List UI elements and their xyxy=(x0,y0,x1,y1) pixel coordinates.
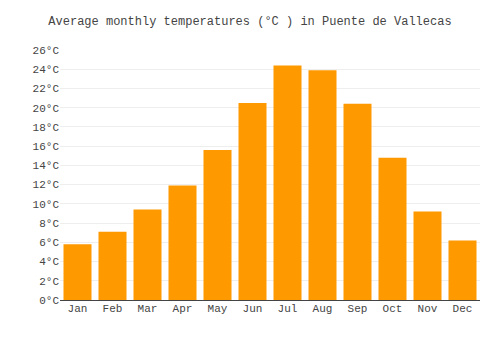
svg-text:Average monthly temperatures (: Average monthly temperatures (°C ) in Pu… xyxy=(48,15,451,29)
svg-text:May: May xyxy=(208,303,228,315)
svg-text:26°C: 26°C xyxy=(33,45,60,57)
svg-text:Sep: Sep xyxy=(348,303,368,315)
svg-text:8°C: 8°C xyxy=(39,218,59,230)
svg-text:Jul: Jul xyxy=(278,303,298,315)
svg-text:18°C: 18°C xyxy=(33,122,60,134)
svg-text:0°C: 0°C xyxy=(39,295,59,307)
svg-text:16°C: 16°C xyxy=(33,141,60,153)
svg-text:Apr: Apr xyxy=(173,303,193,315)
svg-text:14°C: 14°C xyxy=(33,160,60,172)
svg-text:Oct: Oct xyxy=(383,303,403,315)
svg-text:20°C: 20°C xyxy=(33,103,60,115)
svg-text:Jan: Jan xyxy=(68,303,88,315)
svg-text:Jun: Jun xyxy=(243,303,263,315)
svg-text:Aug: Aug xyxy=(313,303,333,315)
svg-text:4°C: 4°C xyxy=(39,256,59,268)
svg-text:10°C: 10°C xyxy=(33,199,60,211)
svg-text:6°C: 6°C xyxy=(39,237,59,249)
svg-text:12°C: 12°C xyxy=(33,179,60,191)
svg-text:24°C: 24°C xyxy=(33,64,60,76)
svg-text:Mar: Mar xyxy=(138,303,158,315)
svg-text:22°C: 22°C xyxy=(33,83,60,95)
svg-text:Feb: Feb xyxy=(103,303,123,315)
svg-text:Nov: Nov xyxy=(418,303,438,315)
svg-text:2°C: 2°C xyxy=(39,276,59,288)
svg-text:Dec: Dec xyxy=(453,303,473,315)
